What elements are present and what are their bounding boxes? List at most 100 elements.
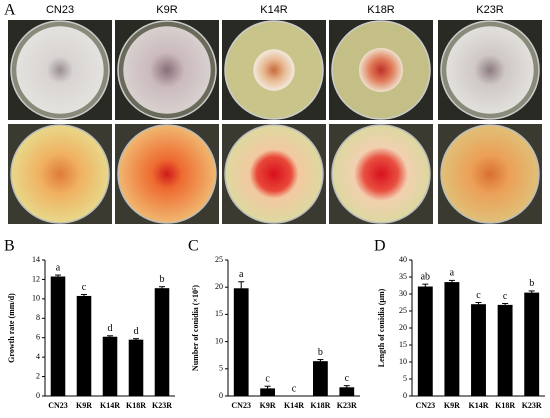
column-label: K9R xyxy=(156,4,177,16)
error-bar xyxy=(422,283,429,289)
significance-letter: c xyxy=(503,291,508,302)
error-bar xyxy=(475,302,482,306)
y-tick-label: 2 xyxy=(36,371,40,380)
bar xyxy=(102,336,118,396)
column-label: K23R xyxy=(476,4,504,16)
column-label: K18R xyxy=(367,4,395,16)
x-tick-label: K23R xyxy=(152,401,172,410)
x-tick-label: K23R xyxy=(522,401,542,410)
y-tick-label: 40 xyxy=(399,255,407,264)
significance-letter: b xyxy=(529,278,534,289)
y-tick-label: 4 xyxy=(36,352,40,361)
y-tick-label: 6 xyxy=(36,333,40,342)
colony xyxy=(446,26,534,114)
dish xyxy=(117,124,217,224)
significance-letter: d xyxy=(134,326,139,337)
x-tick-label: CN23 xyxy=(416,401,436,410)
y-tick-label: 12 xyxy=(32,274,40,283)
y-tick-label: 5 xyxy=(219,364,223,373)
x-tick-label: K14R xyxy=(469,401,489,410)
bar xyxy=(76,295,92,396)
error-bar xyxy=(55,274,61,278)
x-tick-label: K14R xyxy=(100,401,120,410)
error-bar xyxy=(238,281,245,295)
y-tick-label: 0 xyxy=(36,391,40,400)
x-tick-label: K9R xyxy=(444,401,460,410)
significance-letter: c xyxy=(265,374,270,385)
panel-label: B xyxy=(4,238,15,255)
panel-label: A xyxy=(4,2,16,19)
significance-letter: b xyxy=(160,274,165,285)
bar xyxy=(128,339,144,396)
y-tick-label: 0 xyxy=(219,391,223,400)
x-tick-label: K18R xyxy=(495,401,515,410)
y-tick-label: 10 xyxy=(32,294,40,303)
y-tick-label: 15 xyxy=(399,340,407,349)
y-tick-label: 35 xyxy=(399,272,407,281)
colony xyxy=(123,26,211,114)
significance-letter: c xyxy=(345,373,350,384)
y-tick-label: 5 xyxy=(403,374,407,383)
bar xyxy=(50,276,66,396)
bar xyxy=(497,304,513,396)
significance-letter: a xyxy=(56,262,61,273)
bar xyxy=(233,288,249,396)
y-tick-label: 30 xyxy=(399,289,407,298)
bar xyxy=(524,292,540,396)
y-tick-label: 20 xyxy=(399,323,407,332)
error-bar xyxy=(317,359,324,363)
panel-label: C xyxy=(188,238,199,255)
significance-letter: c xyxy=(82,282,87,293)
y-tick-label: 0 xyxy=(403,391,407,400)
x-tick-label: K9R xyxy=(76,401,92,410)
significance-letter: d xyxy=(108,323,113,334)
y-tick-label: 25 xyxy=(399,306,407,315)
x-tick-label: K9R xyxy=(260,401,276,410)
error-bar xyxy=(528,290,535,295)
dish xyxy=(10,124,110,224)
bar xyxy=(444,282,460,396)
x-tick-label: K18R xyxy=(310,401,330,410)
error-bar xyxy=(133,338,139,341)
y-axis-label: Growth rate (mm/d) xyxy=(7,293,16,363)
x-tick-label: K14R xyxy=(284,401,304,410)
error-bar xyxy=(448,279,455,284)
bar xyxy=(260,388,275,396)
dish xyxy=(224,124,324,224)
dish xyxy=(331,124,431,224)
y-tick-label: 25 xyxy=(215,255,223,264)
significance-letter: a xyxy=(239,269,244,280)
y-axis-label: Length of conidia (μm) xyxy=(377,288,386,367)
error-bar xyxy=(264,385,271,391)
significance-letter: b xyxy=(318,347,323,358)
column-label: CN23 xyxy=(46,4,74,16)
bar xyxy=(313,361,328,396)
colony xyxy=(358,47,404,93)
y-tick-label: 14 xyxy=(32,255,40,264)
significance-letter: c xyxy=(476,290,481,301)
y-tick-label: 15 xyxy=(215,309,223,318)
error-bar xyxy=(502,303,509,307)
panel-label: D xyxy=(374,238,386,255)
error-bar xyxy=(107,335,113,338)
y-tick-label: 10 xyxy=(215,336,223,345)
bar xyxy=(417,286,433,396)
y-tick-label: 8 xyxy=(36,313,40,322)
colony xyxy=(16,26,104,114)
error-bar xyxy=(159,286,165,290)
significance-letter: c xyxy=(292,383,297,394)
x-tick-label: K23R xyxy=(337,401,357,410)
bar xyxy=(471,304,486,396)
y-tick-label: 10 xyxy=(399,357,407,366)
dish xyxy=(440,124,540,224)
significance-letter: a xyxy=(450,268,455,279)
y-tick-label: 20 xyxy=(215,282,223,291)
significance-letter: ab xyxy=(421,271,430,282)
error-bar xyxy=(343,385,350,389)
x-tick-label: K18R xyxy=(126,401,146,410)
x-tick-label: CN23 xyxy=(48,401,68,410)
bar xyxy=(339,387,355,396)
column-label: K14R xyxy=(260,4,288,16)
y-axis-label: Number of conidia (×10⁵) xyxy=(191,285,200,371)
